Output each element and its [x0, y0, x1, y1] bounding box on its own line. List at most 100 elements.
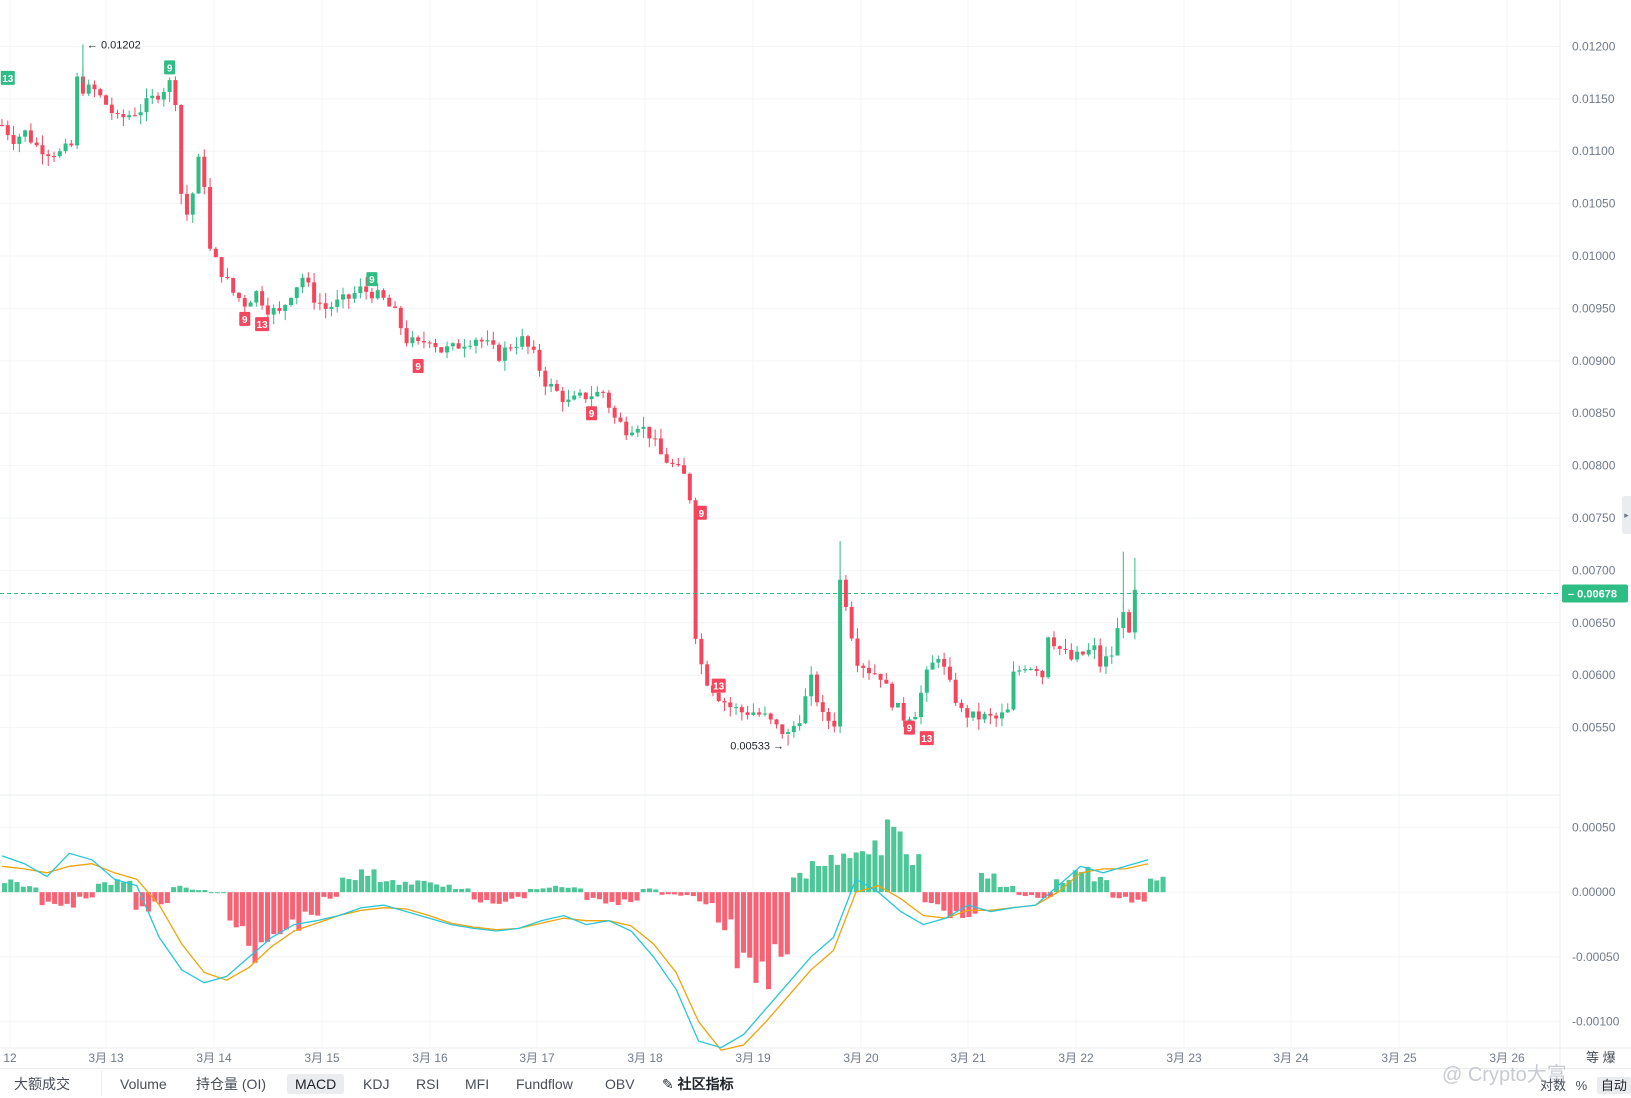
candle-body: [17, 136, 22, 144]
macd-hist-bar: [446, 884, 452, 893]
candle-body: [982, 713, 987, 720]
candle-body: [0, 125, 4, 127]
macd-hist-bar: [120, 882, 127, 893]
macd-hist-bar: [365, 875, 371, 893]
macd-hist-bar: [1104, 880, 1110, 893]
candle-body: [1092, 645, 1097, 650]
macd-hist-bar: [315, 892, 321, 916]
candle-body: [809, 674, 814, 697]
candle-body: [104, 95, 109, 105]
macd-hist-bar: [377, 882, 383, 893]
price-tick-label: 0.00800: [1572, 459, 1616, 473]
candle-body: [167, 80, 172, 92]
chart-area[interactable]: 0.01200 0.01150 0.01100 0.01050 0.01000 0.009…: [0, 0, 1631, 1068]
macd-hist-bar: [39, 892, 45, 906]
candle-body: [40, 145, 45, 155]
percent-scale-toggle[interactable]: %: [1575, 1078, 1588, 1093]
macd-hist-bar: [1116, 892, 1122, 899]
log-scale-toggle[interactable]: 对数: [1540, 1078, 1567, 1093]
candle-body: [635, 428, 640, 433]
macd-hist-bar: [797, 872, 803, 893]
macd-hist-bar: [396, 884, 402, 893]
macd-hist-bar: [64, 892, 70, 904]
candle-body: [1057, 646, 1062, 649]
macd-hist-bar: [596, 892, 602, 900]
macd-hist-bar: [484, 892, 490, 900]
candle-body: [127, 115, 132, 118]
candle-body: [722, 701, 727, 703]
td-sequential-marker: [239, 311, 251, 326]
candle-body: [329, 306, 334, 309]
candle-body: [1132, 589, 1137, 633]
candle-body: [346, 294, 351, 299]
macd-hist-bar: [740, 892, 747, 953]
candle-body: [416, 337, 421, 341]
macd-hist-bar: [784, 892, 790, 955]
macd-hist-bar: [728, 892, 734, 920]
candle-body: [994, 715, 999, 719]
macd-hist-bar: [1110, 892, 1116, 898]
candle-body: [947, 666, 952, 680]
candle-body: [554, 383, 559, 391]
tab-large-trades[interactable]: 大额成交: [14, 1076, 70, 1092]
macd-hist-bar: [1072, 870, 1078, 893]
time-tick-label: 3月 22: [1058, 1051, 1094, 1065]
candle-body: [693, 500, 698, 639]
tab-obv[interactable]: OBV: [605, 1076, 635, 1092]
price-tick-label: 0.01100: [1572, 144, 1615, 158]
candle-body: [606, 392, 611, 408]
macd-hist-bar: [665, 892, 671, 895]
time-tick-label: 3月 15: [304, 1051, 340, 1065]
panel-expand-handle[interactable]: ▸: [1622, 496, 1631, 534]
macd-hist-bar: [621, 892, 628, 900]
td-marker-label: 13: [713, 682, 725, 693]
candle-body: [959, 702, 964, 709]
current-price-tag-label: – 0.00678: [1568, 588, 1617, 600]
tab-mfi[interactable]: MFI: [465, 1076, 490, 1092]
candle-body: [115, 113, 120, 115]
candle-body: [508, 347, 513, 349]
candle-body: [335, 299, 340, 307]
candle-body: [872, 673, 877, 675]
candle-body: [121, 114, 126, 118]
macd-hist-bar: [371, 869, 377, 893]
candle-body: [653, 438, 658, 440]
candle-body: [225, 277, 230, 279]
macd-hist-bar: [659, 892, 665, 895]
auto-scale-toggle[interactable]: 自动: [1596, 1077, 1631, 1094]
macd-hist-bar: [590, 892, 596, 898]
td-sequential-marker: [366, 272, 378, 287]
candle-body: [734, 707, 739, 709]
tab-kdj[interactable]: KDJ: [363, 1076, 390, 1092]
current-price-tag: [1562, 584, 1628, 603]
macd-hist-bar: [1003, 886, 1010, 893]
macd-hist-bar: [152, 892, 158, 902]
candle-body: [901, 702, 906, 721]
candle-body: [271, 308, 276, 315]
time-tick-label: 3月 25: [1381, 1051, 1417, 1065]
tab-macd[interactable]: MACD: [287, 1074, 345, 1094]
tab-rsi[interactable]: RSI: [416, 1076, 440, 1092]
macd-hist-bar: [628, 892, 634, 903]
candle-body: [404, 328, 409, 344]
tab-community-indicators[interactable]: ✎ 社区指标: [654, 1074, 742, 1094]
macd-hist-bar: [27, 886, 33, 893]
macd-hist-bar: [502, 892, 509, 902]
price-tick-label: 0.00950: [1572, 301, 1616, 315]
tab-fundflow[interactable]: Fundflow: [516, 1076, 573, 1092]
candle-body: [757, 712, 762, 715]
macd-hist-bar: [847, 858, 853, 893]
macd-hist-bar: [265, 892, 271, 942]
candle-body: [699, 638, 704, 665]
macd-hist-bar: [258, 892, 264, 943]
macd-hist-bar: [803, 878, 809, 893]
candle-body: [814, 674, 819, 703]
macd-hist-bar: [1016, 892, 1022, 895]
td-sequential-marker: [695, 505, 707, 520]
price-tick-label: 0.00750: [1572, 511, 1616, 525]
tab-volume[interactable]: Volume: [120, 1076, 167, 1092]
macd-hist-bar: [647, 888, 653, 893]
candle-body: [421, 340, 426, 343]
tab-open-interest[interactable]: 持仓量 (OI): [196, 1076, 266, 1092]
candle-body: [144, 98, 149, 113]
